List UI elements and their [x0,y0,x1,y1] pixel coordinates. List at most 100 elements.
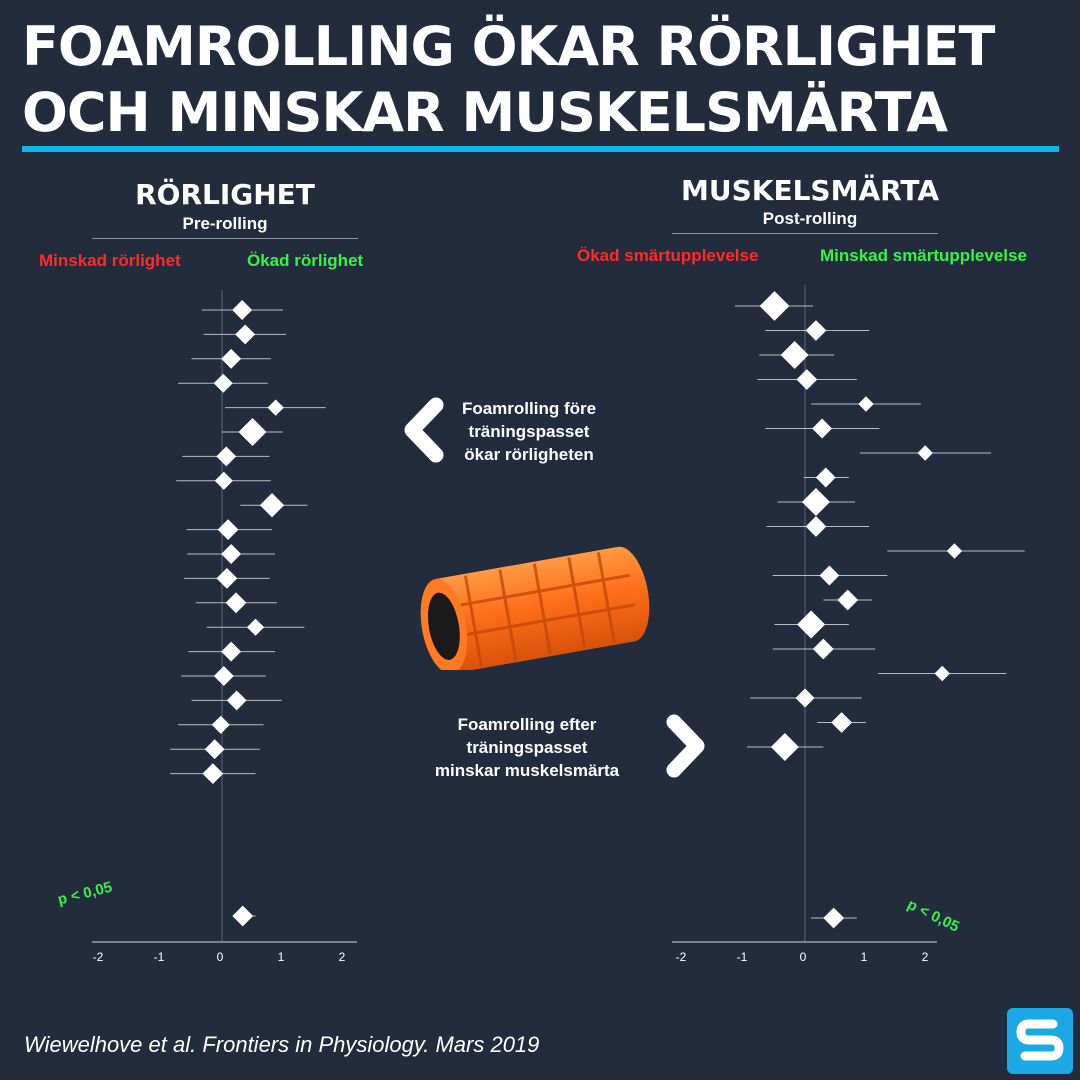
effect-diamond [202,763,224,784]
study-row [206,618,305,636]
effect-diamond [823,907,845,929]
x-tick-label: 1 [278,950,285,964]
study-row [178,715,264,734]
effect-diamond [213,666,234,686]
study-row [823,589,873,611]
callout-post-line-3: minskar muskelsmärta [434,761,620,780]
effect-diamond [815,467,836,488]
left-panel-subtitle: Pre-rolling [182,214,268,233]
effect-diamond [232,300,253,320]
study-row [186,519,273,540]
x-tick-label: -1 [154,950,165,964]
x-tick-label: 1 [861,950,868,964]
callout-pre-line-3: ökar rörligheten [464,445,594,464]
x-tick-label: 2 [339,950,346,964]
callout-pre: Foamrolling före träningspasset ökar rör… [434,397,624,466]
callout-post: Foamrolling efter träningspasset minskar… [422,713,632,782]
effect-diamond [213,373,233,393]
pooled-effect [811,907,857,929]
right-negative-label: Ökad smärtupplevelse [577,246,759,265]
study-row [887,543,1025,559]
pooled-effect [232,905,256,927]
study-row [203,324,287,345]
study-row [878,665,1007,682]
citation: Wiewelhove et al. Frontiers in Physiolog… [24,1032,540,1057]
study-row [176,471,271,490]
left-panel-rule [92,238,358,239]
study-row [225,399,326,416]
study-row [859,445,992,461]
study-row [240,493,308,518]
x-tick-label: -2 [93,950,104,964]
x-tick-label: 0 [800,950,807,964]
effect-diamond [217,519,239,540]
effect-diamond [795,688,815,708]
effect-diamond [934,665,950,682]
right-forest-plot: -2 -1 0 1 2 [672,285,1025,964]
chevron-left-icon [404,397,444,463]
study-row [170,739,260,760]
study-row [191,690,282,711]
study-row [181,666,266,686]
study-row [750,688,862,708]
study-row [817,712,866,733]
effect-diamond [267,399,284,416]
effect-diamond [221,348,242,369]
left-negative-label: Minskad rörlighet [39,251,181,270]
chevron-right-icon [666,714,705,778]
effect-diamond [946,543,963,559]
effect-diamond [226,690,247,711]
effect-diamond [759,291,790,321]
study-row [777,488,856,516]
effect-diamond [259,493,285,518]
study-row [757,369,857,390]
effect-diamond [204,739,225,760]
effect-diamond [780,341,809,369]
callout-post-line-2: träningspasset [466,738,588,757]
study-row [765,418,880,439]
study-row [182,446,270,467]
effect-diamond [819,565,840,586]
study-row [774,610,849,639]
effect-diamond [246,618,265,636]
effect-diamond [917,445,933,461]
effect-diamond [796,369,818,390]
study-row [766,516,870,537]
title-underline [22,146,1059,152]
effect-diamond [831,712,852,733]
study-row [195,592,277,614]
effect-diamond [770,733,799,761]
effect-diamond [238,418,267,446]
effect-diamond [211,715,230,734]
left-positive-label: Ökad rörlighet [247,251,364,270]
effect-diamond [797,610,826,639]
effect-diamond [858,396,874,412]
callout-pre-line-1: Foamrolling före [461,399,597,418]
x-tick-label: -1 [737,950,748,964]
right-panel-title: MUSKELSMÄRTA [680,174,940,207]
study-row [759,341,835,369]
study-row [188,641,276,662]
study-row [178,373,268,393]
right-panel-subtitle: Post-rolling [762,209,858,228]
effect-diamond [221,544,242,564]
effect-diamond [812,418,833,439]
title-line-2: OCH MINSKAR MUSKELSMÄRTA [22,81,948,144]
effect-diamond [232,905,254,927]
foam-roller-image [420,546,650,670]
effect-diamond [805,516,827,537]
study-row [803,467,849,488]
study-row [170,763,256,784]
x-tick-label: 0 [217,950,224,964]
effect-diamond [214,471,233,490]
study-row [765,320,870,341]
s-logo-icon [1007,1008,1073,1074]
study-row [772,565,888,586]
effect-diamond [235,324,256,345]
study-row [201,300,283,320]
effect-diamond [216,446,237,467]
study-row [772,638,876,660]
s-logo-glyph [1016,1019,1064,1061]
study-row [734,291,813,321]
effect-diamond [221,641,242,662]
